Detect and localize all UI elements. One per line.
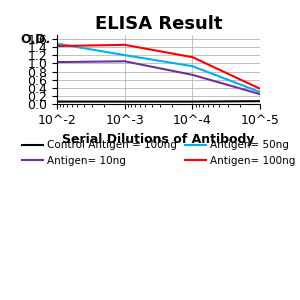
Control Antigen = 100ng <box>55 100 59 103</box>
Legend: Control Antigen = 100ng, Antigen= 10ng, Antigen= 50ng, Antigen= 100ng: Control Antigen = 100ng, Antigen= 10ng, … <box>18 136 299 170</box>
Control Antigen = 100ng <box>191 100 194 103</box>
X-axis label: Serial Dilutions of Antibody: Serial Dilutions of Antibody <box>62 133 255 146</box>
Antigen= 100ng <box>259 87 262 91</box>
Antigen= 50ng <box>55 42 59 45</box>
Title: ELISA Result: ELISA Result <box>95 15 222 33</box>
Control Antigen = 100ng <box>123 100 127 103</box>
Control Antigen = 100ng <box>259 99 262 103</box>
Antigen= 10ng <box>55 60 59 64</box>
Antigen= 100ng <box>191 56 194 59</box>
Line: Antigen= 100ng: Antigen= 100ng <box>57 45 260 89</box>
Line: Antigen= 50ng: Antigen= 50ng <box>57 44 260 92</box>
Antigen= 10ng <box>191 73 194 77</box>
Antigen= 50ng <box>259 90 262 94</box>
Antigen= 50ng <box>123 53 127 57</box>
Line: Antigen= 10ng: Antigen= 10ng <box>57 61 260 94</box>
Line: Control Antigen = 100ng: Control Antigen = 100ng <box>57 101 260 102</box>
Text: O.D.: O.D. <box>20 33 50 46</box>
Antigen= 10ng <box>259 92 262 96</box>
Antigen= 100ng <box>55 44 59 48</box>
Antigen= 100ng <box>123 43 127 46</box>
Antigen= 10ng <box>123 59 127 63</box>
Antigen= 50ng <box>191 64 194 68</box>
